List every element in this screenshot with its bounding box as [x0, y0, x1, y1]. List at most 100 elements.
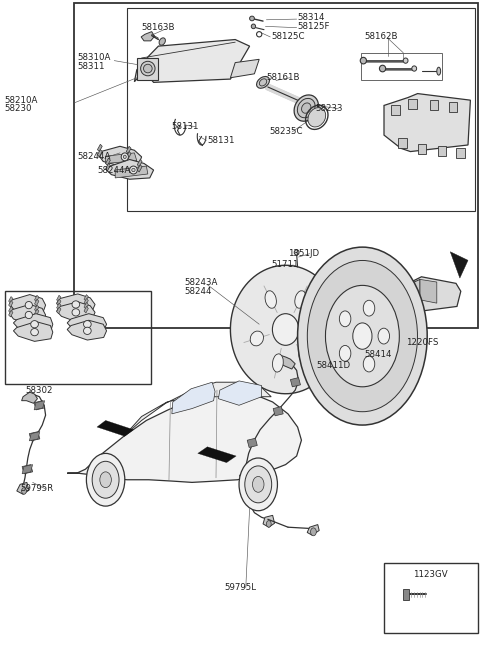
- Polygon shape: [450, 252, 468, 278]
- Polygon shape: [10, 304, 46, 324]
- Polygon shape: [137, 58, 158, 80]
- Text: 58210A: 58210A: [5, 96, 38, 105]
- Polygon shape: [273, 407, 283, 416]
- Polygon shape: [230, 266, 334, 393]
- Circle shape: [22, 488, 26, 494]
- Ellipse shape: [272, 314, 299, 345]
- Ellipse shape: [31, 320, 38, 328]
- Polygon shape: [9, 297, 13, 303]
- Circle shape: [363, 301, 375, 316]
- Polygon shape: [57, 303, 61, 310]
- Polygon shape: [126, 152, 131, 159]
- Polygon shape: [107, 159, 154, 179]
- Polygon shape: [22, 392, 37, 403]
- Text: 58314: 58314: [298, 13, 325, 22]
- Ellipse shape: [250, 16, 254, 20]
- Polygon shape: [240, 473, 250, 482]
- Polygon shape: [106, 158, 110, 165]
- Polygon shape: [230, 59, 259, 78]
- Polygon shape: [34, 401, 45, 410]
- Ellipse shape: [159, 38, 166, 45]
- Polygon shape: [106, 163, 110, 171]
- Ellipse shape: [273, 354, 283, 372]
- Ellipse shape: [265, 291, 276, 308]
- Ellipse shape: [72, 301, 80, 308]
- Text: 58244A: 58244A: [97, 165, 131, 175]
- Polygon shape: [438, 146, 446, 156]
- Polygon shape: [67, 320, 107, 340]
- Circle shape: [252, 476, 264, 492]
- Polygon shape: [34, 401, 45, 410]
- Polygon shape: [137, 159, 142, 167]
- Ellipse shape: [403, 58, 408, 63]
- Polygon shape: [307, 525, 319, 535]
- Ellipse shape: [132, 168, 135, 171]
- Polygon shape: [406, 277, 461, 311]
- Polygon shape: [57, 295, 61, 302]
- Text: 58244A: 58244A: [78, 152, 111, 161]
- Polygon shape: [35, 309, 39, 316]
- Ellipse shape: [295, 291, 306, 308]
- Circle shape: [86, 453, 125, 506]
- Polygon shape: [141, 32, 155, 41]
- Polygon shape: [420, 279, 437, 303]
- Circle shape: [92, 461, 119, 498]
- Polygon shape: [106, 153, 137, 163]
- Polygon shape: [29, 432, 40, 441]
- Polygon shape: [22, 465, 33, 474]
- Polygon shape: [449, 102, 457, 112]
- Text: 58311: 58311: [78, 62, 105, 71]
- Polygon shape: [137, 165, 142, 172]
- Polygon shape: [57, 294, 95, 314]
- Polygon shape: [398, 138, 407, 148]
- Text: 1351JD: 1351JD: [288, 249, 319, 258]
- Polygon shape: [263, 515, 275, 527]
- Polygon shape: [97, 144, 102, 152]
- Circle shape: [339, 345, 351, 361]
- Circle shape: [353, 323, 372, 349]
- Text: 58244: 58244: [185, 287, 212, 296]
- Polygon shape: [57, 307, 61, 314]
- Polygon shape: [67, 390, 301, 482]
- Polygon shape: [9, 310, 13, 317]
- Text: 51711: 51711: [271, 260, 299, 270]
- Text: 58235C: 58235C: [270, 127, 303, 136]
- Text: 58131: 58131: [172, 122, 199, 131]
- Circle shape: [298, 247, 427, 425]
- Ellipse shape: [141, 61, 155, 76]
- Text: 58411D: 58411D: [317, 361, 351, 370]
- Polygon shape: [430, 100, 438, 110]
- Circle shape: [266, 521, 271, 527]
- Polygon shape: [290, 378, 300, 387]
- Polygon shape: [35, 299, 39, 306]
- Ellipse shape: [308, 107, 325, 127]
- Circle shape: [325, 285, 399, 387]
- Circle shape: [311, 528, 316, 536]
- Ellipse shape: [84, 320, 91, 328]
- Text: 58125F: 58125F: [298, 22, 330, 31]
- Text: 58162B: 58162B: [365, 32, 398, 41]
- Polygon shape: [418, 144, 426, 154]
- Ellipse shape: [379, 65, 386, 72]
- Polygon shape: [9, 306, 13, 313]
- Ellipse shape: [25, 301, 32, 308]
- Circle shape: [378, 328, 390, 344]
- Polygon shape: [98, 146, 142, 166]
- Polygon shape: [391, 105, 400, 115]
- Ellipse shape: [257, 76, 269, 88]
- Ellipse shape: [437, 67, 441, 75]
- Ellipse shape: [294, 95, 318, 121]
- Ellipse shape: [84, 327, 91, 334]
- Text: 58230: 58230: [5, 104, 32, 113]
- Text: 58233: 58233: [316, 104, 343, 113]
- Ellipse shape: [301, 103, 311, 113]
- Polygon shape: [97, 420, 133, 436]
- Polygon shape: [456, 148, 465, 158]
- Ellipse shape: [259, 79, 267, 86]
- Polygon shape: [67, 314, 107, 333]
- Polygon shape: [126, 146, 131, 154]
- Circle shape: [100, 472, 111, 488]
- Polygon shape: [134, 40, 250, 82]
- Polygon shape: [403, 589, 409, 600]
- Ellipse shape: [130, 166, 137, 174]
